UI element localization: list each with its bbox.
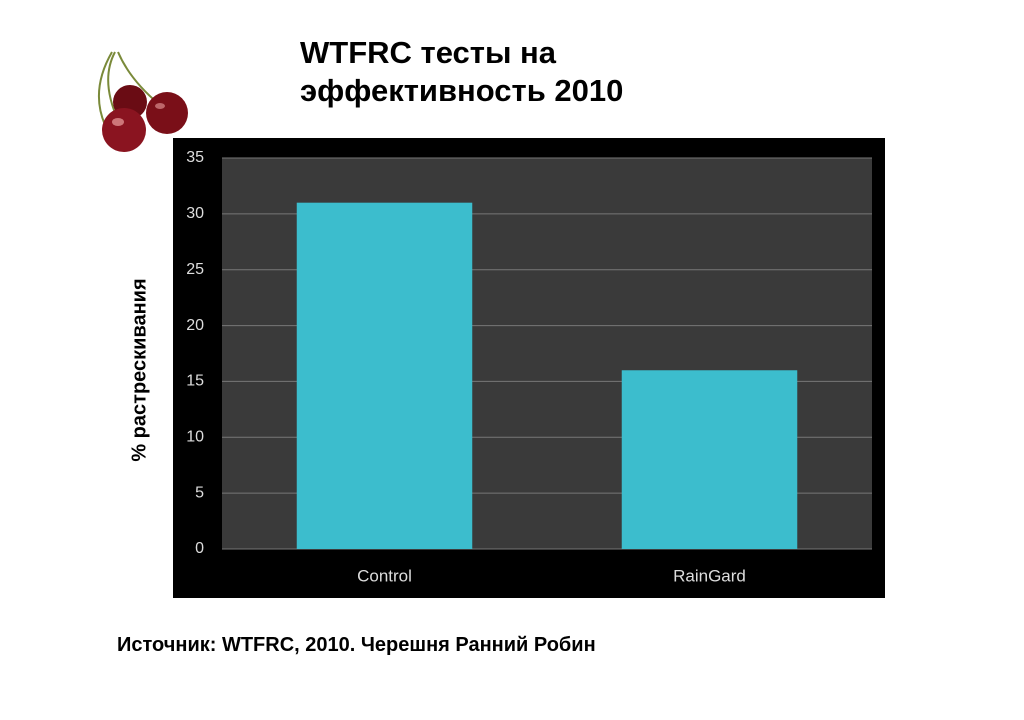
y-tick-label: 5: [195, 484, 204, 501]
chart-title: WTFRC тесты на эффективность 2010: [300, 35, 624, 108]
y-tick-label: 30: [186, 205, 204, 222]
bar: [621, 370, 798, 549]
y-tick-label: 15: [186, 373, 204, 390]
bar: [296, 202, 473, 549]
y-tick-label: 10: [186, 429, 204, 446]
x-tick-label: Control: [357, 566, 412, 585]
source-note: Источник: WTFRC, 2010. Черешня Ранний Ро…: [117, 634, 596, 656]
x-tick-label: RainGard: [673, 566, 746, 585]
y-tick-label: 25: [186, 261, 204, 278]
y-tick-label: 0: [195, 540, 204, 557]
y-tick-label: 35: [186, 149, 204, 166]
cherry-icon: [97, 51, 188, 152]
y-tick-label: 20: [186, 317, 204, 334]
y-axis-label: % растрескивания: [128, 278, 150, 461]
